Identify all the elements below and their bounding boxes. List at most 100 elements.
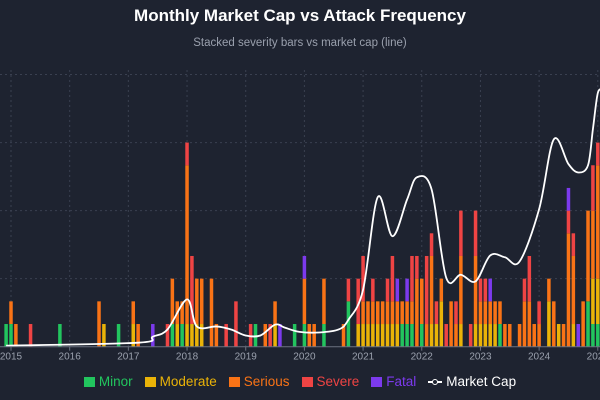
bar-segment-serious[interactable] <box>439 278 444 302</box>
bar-segment-moderate[interactable] <box>195 324 199 347</box>
bar-segment-minor[interactable] <box>180 324 184 347</box>
bar-segment-serious[interactable] <box>214 324 219 347</box>
bar-segment-serious[interactable] <box>361 301 365 325</box>
legend-item-serious[interactable]: Serious <box>228 374 290 389</box>
bar-segment-serious[interactable] <box>498 301 502 325</box>
bar-segment-moderate[interactable] <box>488 324 492 347</box>
bar-segment-severe[interactable] <box>571 233 576 256</box>
bar-segment-severe[interactable] <box>234 301 238 347</box>
bar-segment-serious[interactable] <box>591 210 595 279</box>
bar-segment-serious[interactable] <box>273 301 277 325</box>
bar-segment-minor[interactable] <box>410 324 414 347</box>
bar-segment-severe[interactable] <box>566 210 571 234</box>
bar-segment-severe[interactable] <box>390 255 395 302</box>
bar-segment-serious[interactable] <box>371 301 375 325</box>
bar-segment-moderate[interactable] <box>459 324 463 347</box>
bar-segment-serious[interactable] <box>209 278 214 347</box>
bar-segment-severe[interactable] <box>473 210 478 256</box>
bar-segment-severe[interactable] <box>596 142 600 166</box>
legend-item-severe[interactable]: Severe <box>301 374 359 389</box>
bar-segment-moderate[interactable] <box>199 324 204 347</box>
bar-segment-serious[interactable] <box>180 301 184 325</box>
bar-segment-serious[interactable] <box>483 301 488 325</box>
bar-segment-fatal[interactable] <box>576 324 580 347</box>
bar-segment-severe[interactable] <box>591 165 595 211</box>
bar-segment-moderate[interactable] <box>190 324 194 347</box>
legend-item-fatal[interactable]: Fatal <box>371 374 416 389</box>
bar-segment-severe[interactable] <box>424 255 429 325</box>
bar-segment-serious[interactable] <box>170 278 175 325</box>
bar-segment-moderate[interactable] <box>185 324 189 347</box>
bar-segment-serious[interactable] <box>596 165 600 279</box>
bar-segment-severe[interactable] <box>268 324 272 347</box>
bar-segment-severe[interactable] <box>224 324 228 347</box>
bar-segment-serious[interactable] <box>547 278 551 302</box>
bar-segment-serious[interactable] <box>322 278 326 325</box>
bar-segment-serious[interactable] <box>527 301 532 347</box>
bar-segment-fatal[interactable] <box>151 324 155 347</box>
bar-segment-moderate[interactable] <box>434 324 439 347</box>
bar-segment-moderate[interactable] <box>371 324 375 347</box>
bar-segment-fatal[interactable] <box>405 278 409 302</box>
bar-segment-fatal[interactable] <box>302 255 307 279</box>
bar-segment-severe[interactable] <box>522 278 527 302</box>
bar-segment-serious[interactable] <box>561 324 566 347</box>
bar-segment-moderate[interactable] <box>439 301 444 347</box>
bar-segment-moderate[interactable] <box>591 278 595 325</box>
bar-segment-moderate[interactable] <box>175 324 180 347</box>
bar-segment-moderate[interactable] <box>547 301 551 347</box>
bar-segment-serious[interactable] <box>537 324 541 347</box>
bar-segment-moderate[interactable] <box>273 324 277 347</box>
bar-segment-serious[interactable] <box>9 301 13 325</box>
bar-segment-minor[interactable] <box>420 324 424 347</box>
bar-segment-serious[interactable] <box>385 301 390 325</box>
bar-segment-moderate[interactable] <box>390 324 395 347</box>
bar-segment-serious[interactable] <box>415 278 419 347</box>
bar-segment-serious[interactable] <box>400 301 404 325</box>
legend-item-minor[interactable]: Minor <box>83 374 133 389</box>
bar-segment-serious[interactable] <box>14 324 18 347</box>
bar-segment-severe[interactable] <box>356 278 360 325</box>
bar-segment-fatal[interactable] <box>278 324 282 347</box>
bar-segment-minor[interactable] <box>170 324 175 347</box>
bar-segment-severe[interactable] <box>478 278 483 302</box>
bar-segment-serious[interactable] <box>395 301 400 325</box>
bar-segment-moderate[interactable] <box>429 324 434 347</box>
bar-segment-serious[interactable] <box>420 278 424 325</box>
bar-segment-severe[interactable] <box>361 255 365 302</box>
bar-segment-severe[interactable] <box>468 324 473 347</box>
bar-segment-minor[interactable] <box>322 324 326 347</box>
bar-segment-moderate[interactable] <box>473 324 478 347</box>
bar-segment-serious[interactable] <box>552 301 556 347</box>
bar-segment-fatal[interactable] <box>395 278 400 302</box>
bar-segment-moderate[interactable] <box>493 324 497 347</box>
bar-segment-serious[interactable] <box>493 301 497 325</box>
bar-segment-severe[interactable] <box>190 255 194 325</box>
bar-segment-moderate[interactable] <box>376 324 380 347</box>
bar-segment-serious[interactable] <box>449 301 453 347</box>
bar-segment-fatal[interactable] <box>566 187 571 211</box>
bar-segment-serious[interactable] <box>380 301 385 325</box>
bar-segment-severe[interactable] <box>537 301 541 325</box>
bar-segment-serious[interactable] <box>522 301 527 347</box>
bar-segment-minor[interactable] <box>116 324 121 347</box>
bar-segment-minor[interactable] <box>292 324 297 347</box>
bar-segment-serious[interactable] <box>424 324 429 347</box>
bar-segment-serious[interactable] <box>488 301 492 325</box>
bar-segment-serious[interactable] <box>307 324 312 347</box>
bar-segment-serious[interactable] <box>97 301 101 347</box>
bar-segment-severe[interactable] <box>527 255 532 302</box>
bar-segment-moderate[interactable] <box>571 324 576 347</box>
bar-segment-severe[interactable] <box>346 278 351 302</box>
bar-segment-minor[interactable] <box>405 324 409 347</box>
legend-item-moderate[interactable]: Moderate <box>144 374 217 389</box>
bar-segment-severe[interactable] <box>415 255 419 279</box>
bar-segment-serious[interactable] <box>376 301 380 325</box>
bar-segment-severe[interactable] <box>165 324 170 347</box>
bar-segment-minor[interactable] <box>346 301 351 347</box>
bar-segment-fatal[interactable] <box>488 278 492 302</box>
bar-segment-serious[interactable] <box>199 278 204 325</box>
bar-segment-serious[interactable] <box>312 324 316 347</box>
bar-segment-minor[interactable] <box>591 324 595 347</box>
bar-segment-serious[interactable] <box>195 278 199 325</box>
